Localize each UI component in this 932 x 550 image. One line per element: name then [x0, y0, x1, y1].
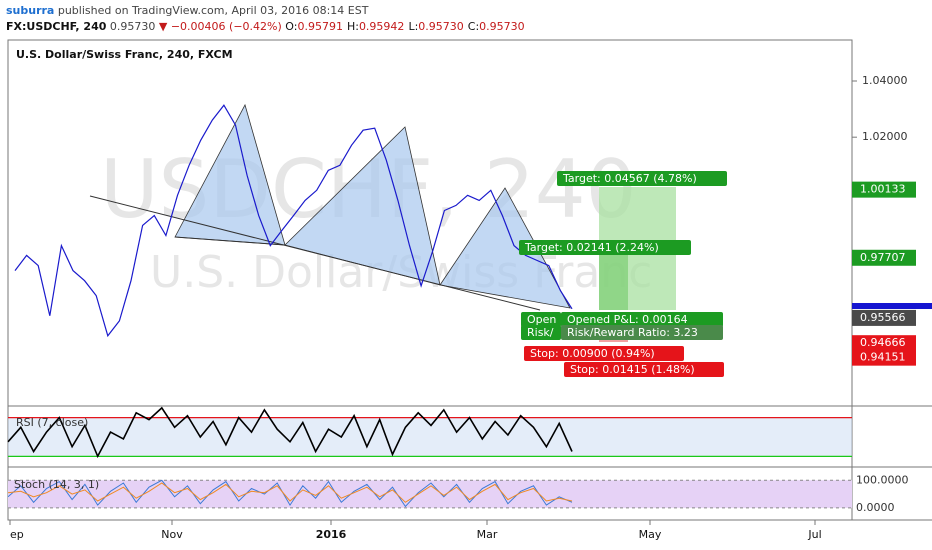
annotation-box — [521, 312, 561, 327]
axis-marker — [852, 349, 916, 366]
x-tick-label: 2016 — [316, 528, 347, 541]
axis-marker — [852, 249, 916, 266]
annotation: Stop: 0.01415 (1.48%) — [570, 363, 695, 376]
axis-marker-label: 0.94151 — [860, 351, 906, 364]
annotation-box — [561, 325, 723, 340]
y-tick-label: 1.02000 — [862, 130, 908, 143]
annotation: Risk/Reward Ratio: 3.23 — [567, 326, 698, 339]
y-tick-label: 100.0000 — [856, 473, 909, 486]
stoch-line — [7, 479, 573, 508]
ohlc-value: 0.95791 — [297, 20, 343, 33]
annotation-box — [564, 362, 724, 377]
current-marker — [852, 303, 932, 309]
x-tick-label: May — [639, 528, 662, 541]
publish-line: suburra published on TradingView.com, Ap… — [6, 4, 368, 17]
pattern-edge — [174, 236, 286, 246]
axis-marker-label: 0.95566 — [860, 311, 906, 324]
axis-marker-label: 1.00133 — [860, 183, 906, 196]
axis-marker-label: 0.94666 — [860, 336, 906, 349]
stoch-band — [8, 480, 852, 508]
ohlc-key: H: — [346, 20, 359, 33]
annotation-box — [519, 240, 691, 255]
pane-title: U.S. Dollar/Swiss Franc, 240, FXCM — [16, 48, 233, 61]
price-line — [14, 104, 573, 338]
annotation: Target: 0.02141 (2.24%) — [524, 241, 659, 254]
ohlc-value: 0.95942 — [358, 20, 405, 33]
axis-marker-label: 0.97707 — [860, 251, 906, 264]
annotation-box — [521, 325, 561, 340]
symbol: FX:USDCHF, 240 — [6, 20, 107, 33]
annotation: Open — [527, 313, 556, 326]
axis-marker — [852, 309, 916, 326]
pane-title: Stoch (14, 3, 1) — [14, 478, 99, 491]
ohlc-value: 0.95730 — [479, 20, 525, 33]
annotation-box — [557, 171, 727, 186]
published: published on TradingView.com, April 03, … — [54, 4, 369, 17]
rsi-line — [7, 406, 573, 459]
ohlc-key: C: — [467, 20, 480, 33]
last: 0.95730 — [109, 20, 156, 33]
y-tick-label: 1.04000 — [862, 74, 908, 87]
x-tick-label: Jul — [807, 528, 821, 541]
change: ▼ −0.00406 (−0.42%) — [158, 20, 282, 33]
axis-marker — [852, 335, 916, 352]
annotation: Opened P&L: 0.00164 — [567, 313, 688, 326]
ohlc-key: O: — [285, 20, 298, 33]
stoch-line — [7, 482, 573, 503]
ohlc-value: 0.95730 — [418, 20, 464, 33]
axis-marker — [852, 181, 916, 198]
annotation: Risk/ — [527, 326, 554, 339]
pane-title: RSI (7, close) — [16, 416, 88, 429]
target-zone-inner — [599, 250, 628, 310]
x-tick-label: ep — [10, 528, 24, 541]
author[interactable]: suburra — [6, 4, 55, 17]
ohlc-key: L: — [408, 20, 419, 33]
annotation-box — [524, 346, 684, 361]
y-tick-label: 0.0000 — [856, 501, 895, 514]
annotation-box — [561, 312, 723, 327]
ohlc: O:0.95791 H:0.95942 L:0.95730 C:0.95730 — [285, 20, 528, 33]
trend-line — [89, 195, 541, 311]
annotation: Target: 0.04567 (4.78%) — [562, 172, 697, 185]
x-tick-label: Mar — [477, 528, 498, 541]
x-tick-label: Nov — [161, 528, 183, 541]
annotation: Stop: 0.00900 (0.94%) — [530, 347, 655, 360]
quote-line: FX:USDCHF, 240 0.95730 ▼ −0.00406 (−0.42… — [6, 20, 529, 33]
